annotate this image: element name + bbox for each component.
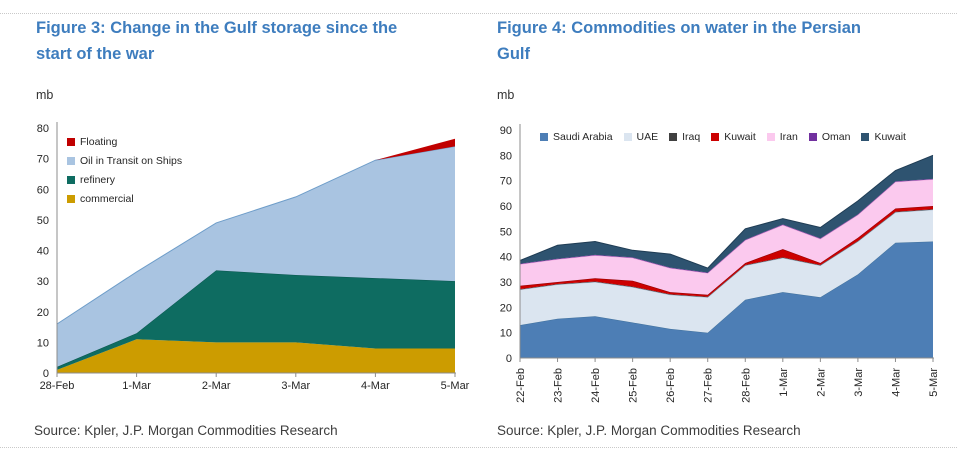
- y-tick-label: 0: [43, 368, 49, 380]
- y-tick-label: 60: [500, 201, 512, 213]
- legend-swatch-icon: [861, 133, 870, 141]
- legend-label: Iraq: [682, 131, 701, 143]
- area-band-saudi-arabia: [520, 241, 933, 358]
- y-tick-label: 20: [37, 307, 49, 319]
- legend-item-oil-in-transit-on-ships: Oil in Transit on Ships: [67, 155, 182, 167]
- y-tick-label: 40: [37, 246, 49, 258]
- legend-item-kuwait: Kuwait: [861, 131, 906, 143]
- legend-item-oman: Oman: [808, 131, 851, 143]
- y-tick-label: 30: [500, 277, 512, 289]
- top-separator: [0, 13, 957, 14]
- legend-swatch-icon: [711, 133, 720, 141]
- figure3-unit-label: mb: [36, 88, 54, 102]
- figure4-title: Figure 4: Commodities on water in the Pe…: [497, 19, 861, 63]
- area-band-oil-in-transit-on-ships: [57, 146, 455, 367]
- y-tick-label: 70: [37, 154, 49, 166]
- figure4-area-chart: 0 10 20 30 40 50 60 70 80 90 22-Feb 23-Feb 24-Feb 25-…: [500, 124, 940, 403]
- legend-label: Kuwait: [874, 131, 906, 143]
- x-tick-label: 24-Feb: [590, 368, 602, 403]
- area-band-commercial: [57, 339, 455, 373]
- area-band-iran: [520, 179, 933, 295]
- area-edge-saudi-arabia: [519, 241, 934, 334]
- legend-swatch-icon: [540, 133, 548, 141]
- y-tick-label: 80: [37, 123, 49, 135]
- legend-label: commercial: [80, 193, 134, 205]
- x-tick-label: 3-Mar: [281, 380, 310, 392]
- y-tick-label: 10: [500, 328, 512, 340]
- legend-label: Floating: [80, 136, 118, 148]
- legend-swatch-icon: [67, 195, 75, 203]
- x-tick-label: 2-Mar: [815, 368, 827, 397]
- x-tick-label: 1-Mar: [122, 380, 151, 392]
- legend-item-kuwait: Kuwait: [711, 131, 756, 143]
- area-band-refinery: [57, 270, 455, 370]
- y-tick-label: 50: [500, 226, 512, 238]
- legend-item-refinery: refinery: [67, 174, 182, 186]
- y-tick-label: 30: [37, 276, 49, 288]
- figure4-legend: Saudi Arabia UAE Iraq Kuwait Iran Oman Kuwait: [540, 131, 906, 143]
- legend-item-uae: UAE: [623, 131, 659, 143]
- x-tick-label: 2-Mar: [202, 380, 231, 392]
- y-tick-label: 20: [500, 302, 512, 314]
- x-tick-label: 25-Feb: [628, 368, 640, 403]
- legend-swatch-icon: [67, 176, 75, 184]
- x-tick-label: 27-Feb: [703, 368, 715, 403]
- legend-label: Iran: [779, 131, 798, 143]
- legend-item-floating: Floating: [67, 136, 182, 148]
- y-tick-label: 40: [500, 252, 512, 264]
- area-band-uae: [520, 209, 933, 333]
- legend-swatch-icon: [669, 133, 678, 141]
- legend-label: UAE: [636, 131, 659, 143]
- figure3-area-chart: 0 10 20 30 40 50 60 70 80 28-Feb 1-Mar 2-Mar 3-Mar 4-…: [37, 122, 470, 392]
- y-tick-label: 50: [37, 215, 49, 227]
- legend-swatch-icon: [766, 133, 775, 141]
- area-edge-kuwait: [519, 154, 934, 269]
- x-tick-label: 28-Feb: [40, 380, 75, 392]
- area-edge-kuwait: [519, 205, 934, 296]
- x-tick-label: 4-Mar: [890, 368, 902, 397]
- figure3-title: Figure 3: Change in the Gulf storage sin…: [36, 19, 398, 63]
- x-tick-label: 4-Mar: [361, 380, 390, 392]
- x-tick-label: 28-Feb: [740, 368, 752, 403]
- y-tick-label: 80: [500, 150, 512, 162]
- legend-item-iran: Iran: [766, 131, 798, 143]
- x-tick-label: 5-Mar: [441, 380, 470, 392]
- x-tick-label: 26-Feb: [665, 368, 677, 403]
- x-tick-label: 3-Mar: [853, 368, 865, 397]
- legend-swatch-icon: [808, 133, 817, 141]
- x-tick-label: 23-Feb: [553, 368, 565, 403]
- bottom-separator: [0, 447, 957, 448]
- legend-label: refinery: [80, 174, 116, 186]
- legend-label: Oman: [821, 131, 851, 143]
- legend-item-commercial: commercial: [67, 193, 182, 205]
- x-tick-label: 22-Feb: [515, 368, 527, 403]
- x-tick-label: 5-Mar: [928, 368, 940, 397]
- y-tick-label: 90: [500, 125, 512, 137]
- legend-label: Kuwait: [724, 131, 756, 143]
- legend-item-iraq: Iraq: [669, 131, 700, 143]
- y-tick-label: 60: [37, 184, 49, 196]
- legend-item-saudi-arabia: Saudi Arabia: [540, 131, 613, 143]
- y-tick-label: 70: [500, 176, 512, 188]
- legend-label: Saudi Arabia: [553, 131, 613, 143]
- area-edge-refinery: [56, 269, 456, 368]
- figure4-unit-label: mb: [497, 88, 515, 102]
- figure4-source: Source: Kpler, J.P. Morgan Commodities R…: [497, 423, 801, 438]
- y-tick-label: 0: [506, 353, 512, 365]
- x-tick-label: 1-Mar: [778, 368, 790, 397]
- legend-swatch-icon: [623, 133, 632, 141]
- figure3-source: Source: Kpler, J.P. Morgan Commodities R…: [34, 423, 338, 438]
- legend-swatch-icon: [67, 157, 75, 165]
- legend-swatch-icon: [67, 138, 75, 146]
- area-edge-uae: [519, 209, 934, 298]
- y-tick-label: 10: [37, 337, 49, 349]
- legend-label: Oil in Transit on Ships: [80, 155, 183, 167]
- figure3-legend: Floating Oil in Transit on Ships refinery c…: [67, 136, 182, 205]
